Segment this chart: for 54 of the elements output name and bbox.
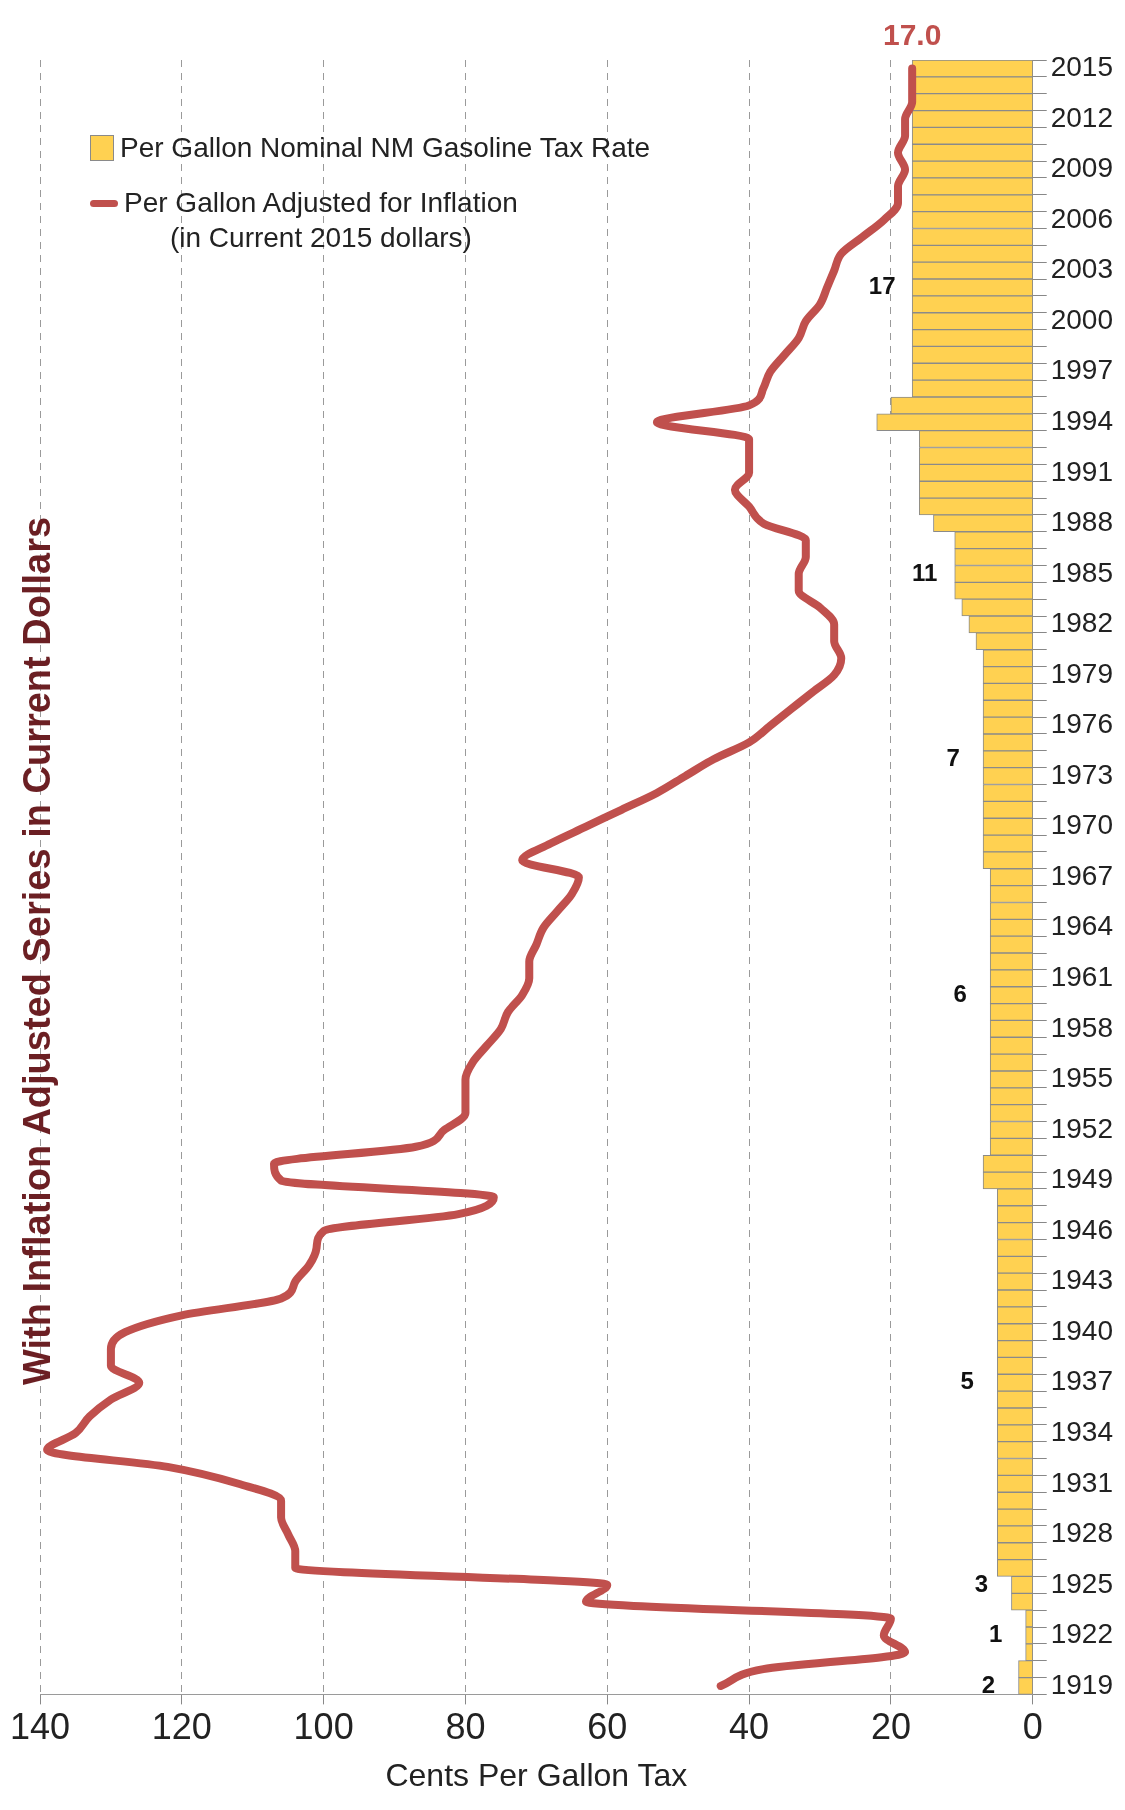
y-tick-label: 1937 [1050,1365,1114,1397]
data-label: 11 [912,558,938,586]
y-tick-label: 1973 [1050,758,1114,790]
y-tick-label: 1925 [1050,1567,1114,1599]
y-tick-label: 2000 [1050,303,1114,335]
y-tick-label: 1967 [1050,859,1114,891]
x-axis-title: Cents Per Gallon Tax [385,1756,688,1793]
data-label: 3 [974,1569,989,1597]
x-tick-label: 20 [870,1705,911,1747]
data-label: 17.0 [882,17,942,51]
y-tick-label: 1949 [1050,1163,1114,1195]
y-tick-label: 1943 [1050,1264,1114,1296]
data-label: 5 [960,1367,974,1395]
x-tick-label: 40 [729,1705,770,1747]
y-tick-label: 1955 [1050,1062,1114,1094]
y-tick-label: 1994 [1050,404,1114,436]
x-tick-label: 100 [293,1705,354,1747]
y-tick-label: 2006 [1050,202,1114,234]
y-tick-label: 1985 [1050,556,1114,588]
data-label: 2 [981,1670,996,1698]
y-tick-label: 1997 [1050,354,1114,386]
y-tick-label: 2009 [1050,152,1114,184]
y-tick-label: 1922 [1050,1618,1114,1650]
x-tick-label: 60 [587,1705,628,1747]
y-tick-label: 1940 [1050,1314,1114,1346]
y-tick-label: 1946 [1050,1213,1114,1245]
y-tick-label: 2003 [1050,253,1114,285]
y-tick-label: 1961 [1050,961,1114,993]
x-tick-label: 0 [1022,1705,1043,1747]
y-tick-label: 1919 [1050,1668,1114,1700]
y-tick-label: 1931 [1050,1466,1114,1498]
text: With Inflation Adjusted Series in Current Dollars [15,515,59,1385]
legend-label: Per Gallon Nominal NM Gasoline Tax Rate [120,131,651,165]
y-tick-label: 1952 [1050,1112,1114,1144]
x-tick-label: 120 [151,1705,212,1747]
data-label: 1 [988,1620,1003,1648]
x-tick-label: 80 [445,1705,486,1747]
y-tick-label: 2015 [1050,51,1114,83]
y-tick-label: 1991 [1050,455,1114,487]
y-tick-label: 2012 [1050,101,1114,133]
y-tick-label: 1976 [1050,708,1114,740]
y-tick-label: 1982 [1050,607,1114,639]
data-label: 7 [946,743,960,771]
legend-label: Per Gallon Adjusted for Inflation (in Current 2015 dollars) [124,186,518,255]
y-tick-label: 1958 [1050,1011,1114,1043]
x-tick-label: 140 [9,1705,71,1747]
y-tick-label: 1928 [1050,1517,1114,1549]
y-tick-label: 1964 [1050,910,1114,942]
y-tick-label: 1988 [1050,506,1114,538]
y-tick-label: 1970 [1050,809,1114,841]
y-tick-label: 1934 [1050,1415,1114,1447]
y-tick-label: 1979 [1050,657,1114,689]
data-label: 17 [868,272,896,300]
data-label: 6 [953,979,967,1007]
